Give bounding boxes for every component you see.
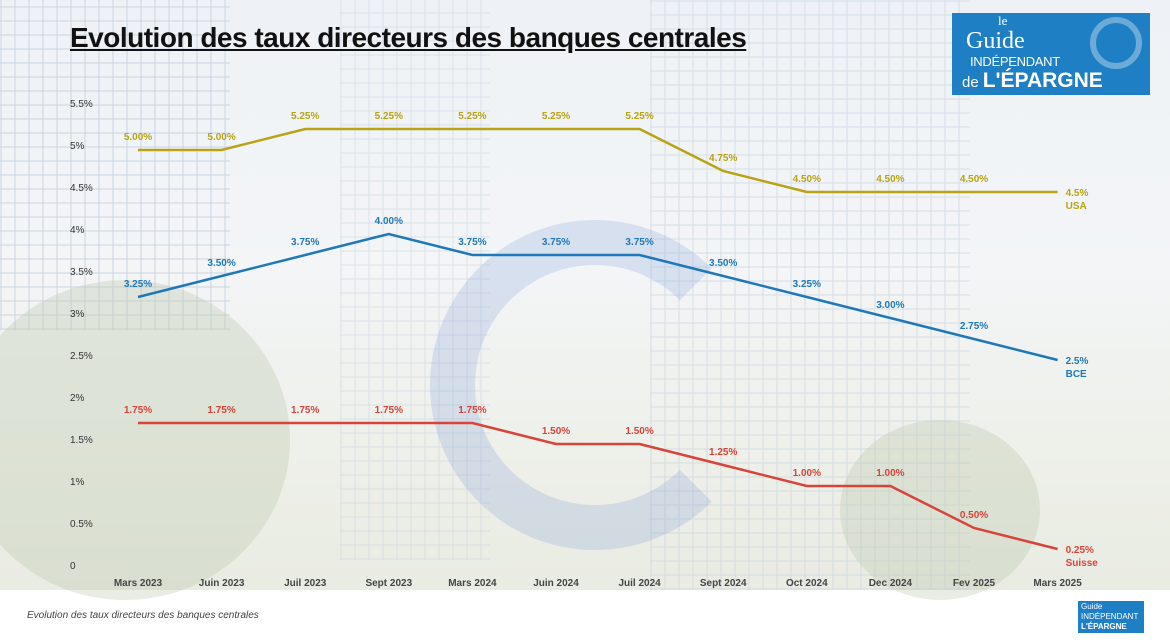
data-label: 1.00%	[876, 468, 904, 479]
data-label: 0.50%	[960, 510, 988, 521]
data-label: 3.00%	[876, 300, 904, 311]
footer-logo: Guide INDÉPENDANT L'ÉPARGNE	[1078, 601, 1144, 633]
data-label: 3.50%	[709, 258, 737, 269]
data-label: 1.75%	[124, 405, 152, 416]
y-tick-label: 1.5%	[70, 435, 93, 446]
data-label: 4.00%	[375, 216, 403, 227]
data-label: 1.50%	[625, 426, 653, 437]
data-label: 3.75%	[458, 237, 486, 248]
y-tick-label: 0.5%	[70, 519, 93, 530]
x-tick-label: Juil 2024	[618, 578, 661, 589]
data-label: 4.50%	[793, 174, 821, 185]
data-label: 4.50%	[960, 174, 988, 185]
page-title: Evolution des taux directeurs des banque…	[70, 22, 747, 53]
x-tick-label: Sept 2024	[700, 578, 747, 589]
series-line-suisse	[138, 421, 1058, 551]
x-tick-label: Mars 2024	[448, 578, 497, 589]
data-label: 3.75%	[625, 237, 653, 248]
series-name-label: Suisse	[1066, 558, 1099, 569]
data-label: 1.25%	[709, 447, 737, 458]
data-label: 3.25%	[124, 279, 152, 290]
data-label: 5.00%	[124, 132, 152, 143]
data-label: 1.75%	[207, 405, 235, 416]
series-line-usa	[138, 127, 1058, 194]
data-label: 3.25%	[793, 279, 821, 290]
data-label: 5.25%	[458, 111, 486, 122]
y-tick-label: 1%	[70, 477, 85, 488]
data-label: 5.25%	[625, 111, 653, 122]
series-name-label: BCE	[1066, 369, 1087, 380]
y-tick-label: 5%	[70, 141, 85, 152]
data-label: 5.25%	[375, 111, 403, 122]
x-tick-label: Mars 2025	[1033, 578, 1082, 589]
data-label: 1.75%	[458, 405, 486, 416]
logo: le Guide INDÉPENDANT de L'ÉPARGNE	[952, 13, 1150, 95]
data-label: 3.75%	[291, 237, 319, 248]
data-label: 1.50%	[542, 426, 570, 437]
y-tick-label: 3.5%	[70, 267, 93, 278]
data-label: 3.50%	[207, 258, 235, 269]
data-label: 1.75%	[291, 405, 319, 416]
data-label: 1.75%	[375, 405, 403, 416]
series-name-label: USA	[1066, 201, 1087, 212]
x-tick-label: Oct 2024	[786, 578, 828, 589]
data-label: 2.75%	[960, 321, 988, 332]
y-tick-label: 2.5%	[70, 351, 93, 362]
caption: Evolution des taux directeurs des banque…	[27, 610, 259, 621]
data-label: 4.50%	[876, 174, 904, 185]
y-tick-label: 3%	[70, 309, 85, 320]
data-label: 0.25%	[1066, 545, 1094, 556]
line-chart: 0 0.5% 1% 1.5% 2% 2.5% 3% 3.5% 4% 4.5% 5% 5.5% Mars …	[70, 99, 1099, 589]
x-tick-label: Dec 2024	[869, 578, 913, 589]
x-tick-label: Juin 2023	[199, 578, 245, 589]
background-photo	[0, 0, 1170, 600]
data-label: 5.00%	[207, 132, 235, 143]
x-tick-label: Sept 2023	[365, 578, 412, 589]
series-line-bce	[137, 232, 1058, 362]
data-label: 2.5%	[1066, 356, 1089, 367]
data-label: 4.75%	[709, 153, 737, 164]
x-tick-label: Mars 2023	[114, 578, 163, 589]
data-label: 1.00%	[793, 468, 821, 479]
x-tick-label: Juil 2023	[284, 578, 327, 589]
y-tick-label: 4.5%	[70, 183, 93, 194]
x-tick-label: Fev 2025	[953, 578, 996, 589]
y-tick-label: 2%	[70, 393, 85, 404]
y-tick-label: 0	[70, 561, 76, 572]
data-label: 5.25%	[291, 111, 319, 122]
data-label: 4.5%	[1066, 188, 1089, 199]
data-label: 3.75%	[542, 237, 570, 248]
y-tick-label: 5.5%	[70, 99, 93, 110]
y-tick-label: 4%	[70, 225, 85, 236]
x-tick-label: Juin 2024	[533, 578, 579, 589]
data-label: 5.25%	[542, 111, 570, 122]
